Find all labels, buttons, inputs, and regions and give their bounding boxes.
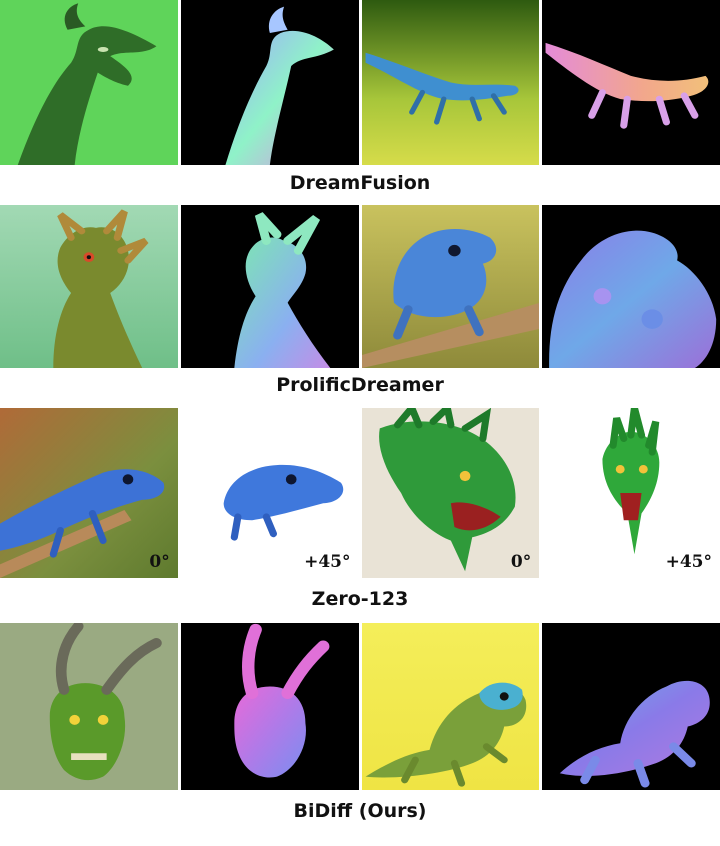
zero123-panel-3: 0° (361, 408, 540, 578)
lizard-normal-image (545, 42, 709, 129)
lizard-normal-image (560, 680, 711, 788)
angle-label: +45° (665, 552, 712, 572)
lizard-image (365, 682, 526, 787)
caption-zero123: Zero-123 (311, 588, 409, 610)
dragon-image (17, 3, 157, 165)
bidiff-panel-2 (180, 623, 359, 790)
dreamfusion-panel-2 (180, 0, 359, 165)
zero123-panel-2: +45° (180, 408, 359, 578)
caption-prolificdreamer: ProlificDreamer (276, 374, 444, 396)
lizard-image (361, 228, 540, 368)
dragon-image (49, 623, 162, 781)
row-dreamfusion (0, 0, 720, 165)
dreamfusion-panel-3 (361, 0, 540, 165)
angle-label: +45° (304, 552, 351, 572)
bidiff-panel-4 (542, 623, 720, 790)
prolificdreamer-panel-1 (0, 205, 178, 368)
caption-dreamfusion: DreamFusion (289, 172, 431, 194)
zero123-panel-4: +45° (542, 408, 720, 578)
angle-label: 0° (510, 552, 532, 572)
bidiff-panel-3 (361, 623, 540, 790)
angle-label: 0° (149, 552, 170, 572)
dreamfusion-panel-4 (542, 0, 720, 165)
caption-bidiff: BiDiff (Ours) (293, 800, 427, 822)
row-bidiff (0, 623, 720, 790)
lizard-image (0, 469, 165, 578)
row-zero123: 0° +45° 0° +45° (0, 408, 720, 578)
dragon-normal-image (225, 6, 334, 165)
prolificdreamer-panel-4 (542, 205, 720, 368)
row-prolificdreamer (0, 205, 720, 368)
dragon-head-image (378, 408, 516, 572)
dreamfusion-panel-1 (0, 0, 178, 165)
dragon-normal-image (234, 212, 331, 368)
lizard-image (223, 464, 343, 541)
dragon-image (53, 209, 149, 368)
dragon-normal-image (234, 623, 330, 778)
zero123-panel-1: 0° (0, 408, 178, 578)
bidiff-panel-1 (0, 623, 178, 790)
prolificdreamer-panel-2 (180, 205, 359, 368)
prolificdreamer-panel-3 (361, 205, 540, 368)
lizard-image (365, 52, 519, 125)
dragon-head-image (602, 408, 660, 555)
lizard-normal-image (549, 230, 717, 368)
